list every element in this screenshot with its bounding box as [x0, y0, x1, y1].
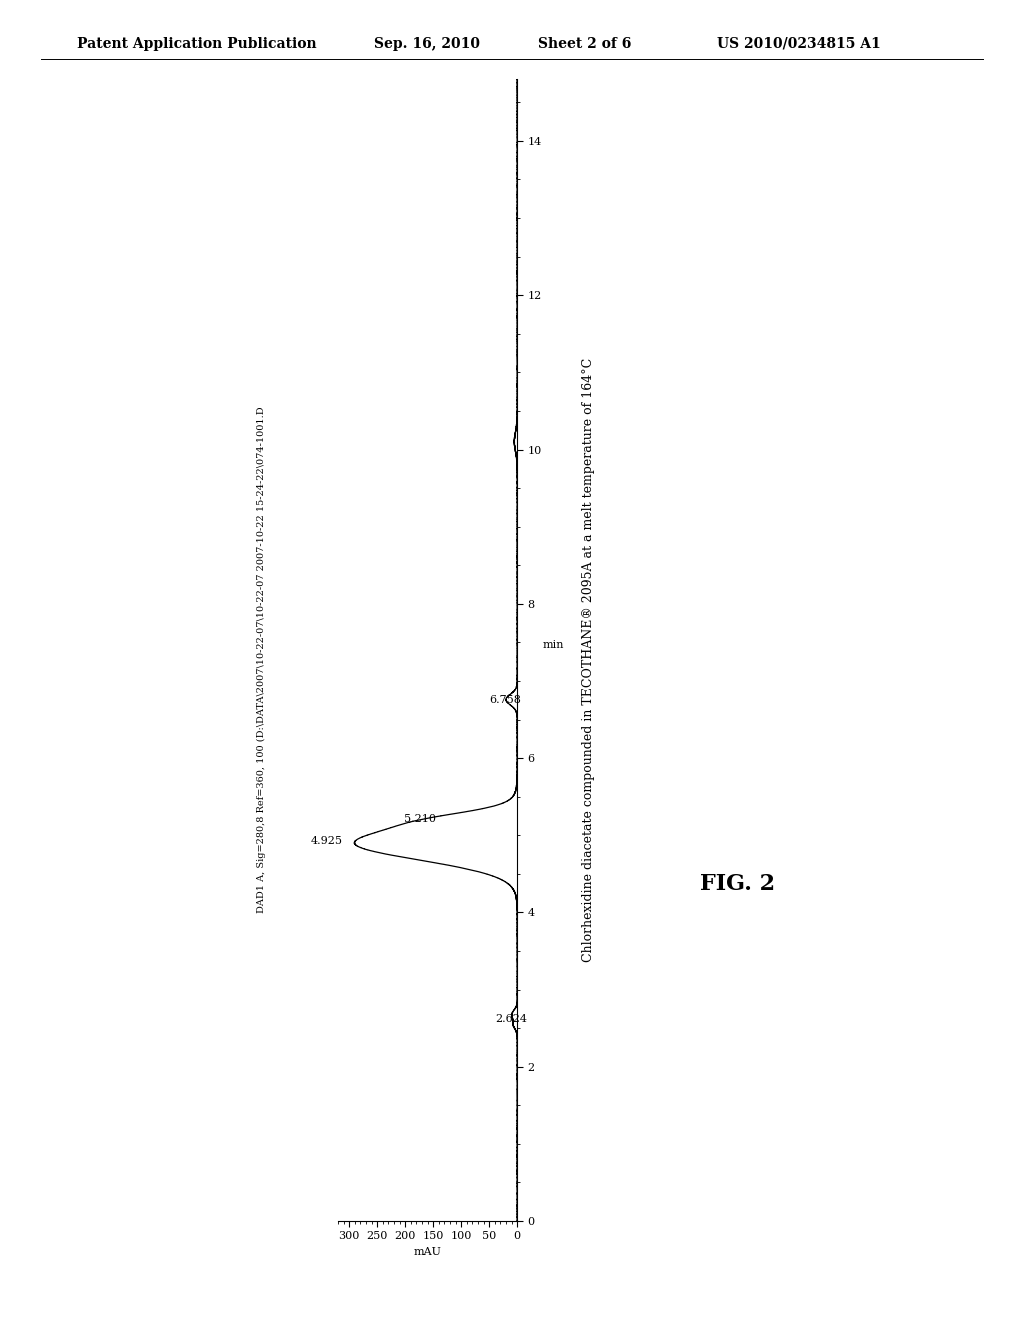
Text: Sep. 16, 2010: Sep. 16, 2010	[374, 37, 480, 51]
Text: US 2010/0234815 A1: US 2010/0234815 A1	[717, 37, 881, 51]
X-axis label: mAU: mAU	[414, 1247, 441, 1257]
Text: Sheet 2 of 6: Sheet 2 of 6	[538, 37, 631, 51]
Text: FIG. 2: FIG. 2	[699, 874, 775, 895]
Text: Patent Application Publication: Patent Application Publication	[77, 37, 316, 51]
Text: DAD1 A, Sig=280,8 Ref=360, 100 (D:\DATA\2007\10-22-07\10-22-07 2007-10-22 15-24-: DAD1 A, Sig=280,8 Ref=360, 100 (D:\DATA\…	[257, 407, 265, 913]
Y-axis label: min: min	[542, 640, 563, 651]
Text: 4.925: 4.925	[310, 836, 342, 846]
Text: Chlorhexidine diacetate compounded in TECOTHANE® 2095A at a melt temperature of : Chlorhexidine diacetate compounded in TE…	[583, 358, 595, 962]
Text: 6.758: 6.758	[489, 694, 521, 705]
Text: 2.624: 2.624	[496, 1014, 527, 1023]
Text: 5.210: 5.210	[403, 814, 435, 824]
